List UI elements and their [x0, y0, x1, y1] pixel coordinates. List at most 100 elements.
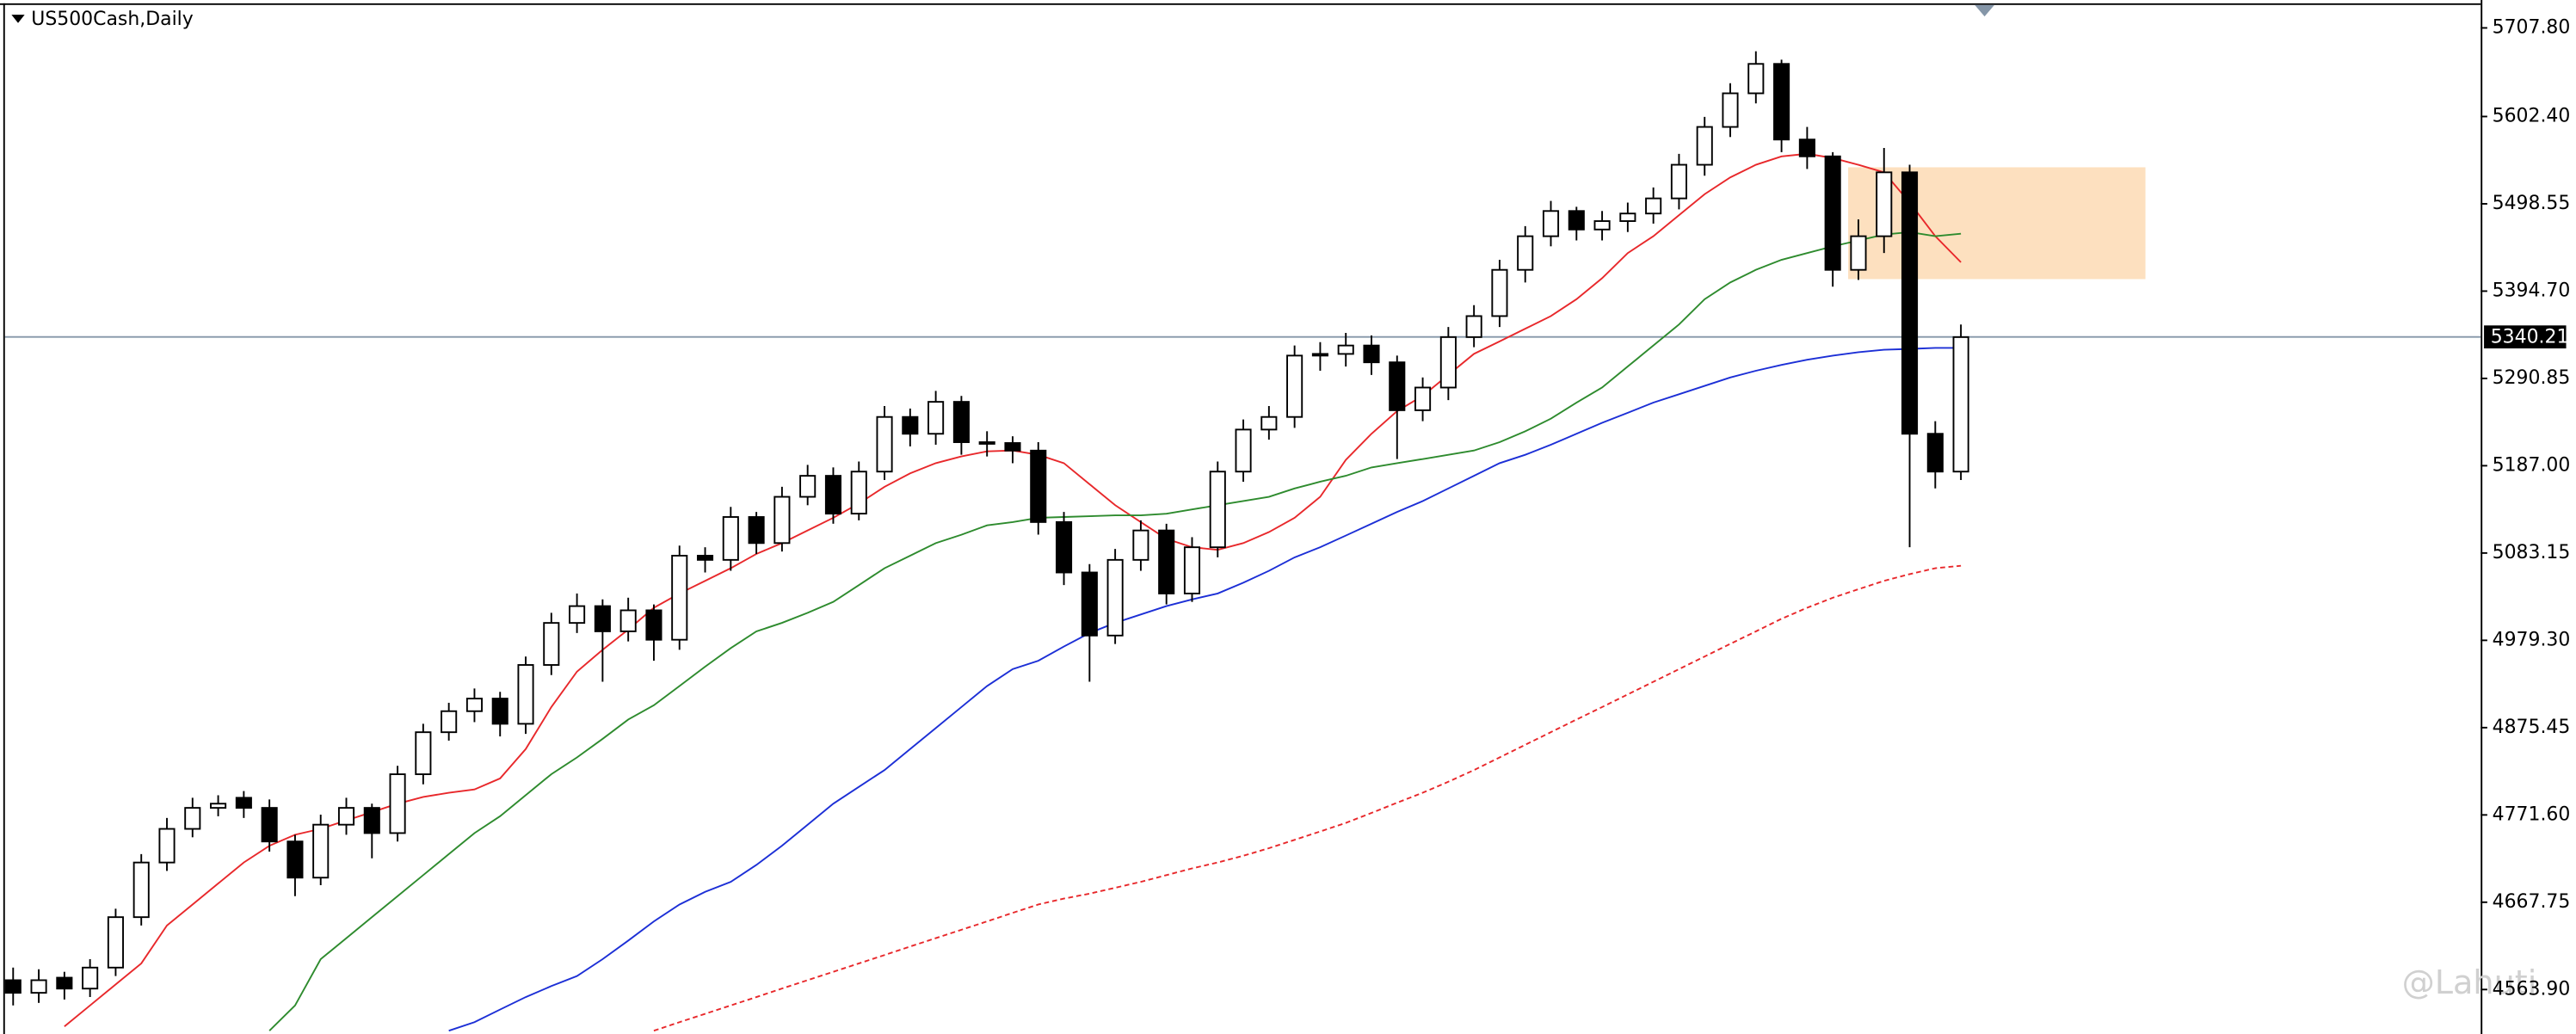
last-price-label: 5340.21: [2491, 327, 2569, 348]
candle-body: [1542, 210, 1560, 237]
candle-body: [1004, 442, 1021, 452]
candle-body: [952, 401, 970, 443]
candle-body: [799, 475, 817, 498]
candle-body: [1824, 155, 1841, 271]
candle-body: [415, 731, 432, 775]
candle-body: [1132, 529, 1149, 561]
candle-body: [1106, 558, 1124, 637]
plot-area: [4, 51, 2481, 1032]
y-tick-label: 5707.80: [2493, 16, 2571, 38]
candle-body: [441, 710, 458, 734]
candle-body: [1389, 361, 1406, 411]
candle-body: [1645, 197, 1662, 215]
candle-body: [671, 554, 688, 641]
y-tick-label: 4667.75: [2493, 891, 2571, 913]
candle-body: [1414, 386, 1432, 411]
supply-zone: [1848, 167, 2146, 280]
candle-body: [1158, 529, 1175, 594]
candle-body: [1619, 212, 1636, 222]
candle-body: [1670, 163, 1687, 200]
candle-body: [1056, 520, 1073, 574]
candle-body: [1183, 546, 1201, 594]
y-tick-label: 5083.15: [2493, 542, 2571, 563]
watermark: @Lahuti: [2402, 964, 2537, 1002]
candle-body: [1363, 344, 1380, 364]
candle-body: [1696, 126, 1713, 166]
candle-body: [1439, 335, 1457, 389]
candle-body: [1952, 335, 1969, 473]
shift-marker[interactable]: [1975, 4, 1995, 17]
title-arrow[interactable]: [11, 15, 25, 23]
y-tick-label: 5498.55: [2493, 193, 2571, 214]
candle-body: [82, 966, 99, 990]
y-tick-label: 5290.85: [2493, 367, 2571, 389]
candle-body: [1876, 171, 1893, 237]
moving-average: [268, 231, 1962, 1031]
candle-body: [722, 516, 739, 561]
candle-body: [1491, 268, 1508, 317]
candle-body: [850, 471, 867, 515]
candle-body: [465, 698, 483, 712]
candle-body: [1568, 210, 1585, 231]
candle-body: [107, 916, 124, 969]
candle-body: [1747, 63, 1765, 95]
candle-body: [517, 664, 534, 725]
candle-body: [619, 609, 637, 632]
candle-body: [1773, 63, 1790, 141]
candle-body: [594, 605, 611, 632]
moving-average: [653, 564, 1962, 1032]
candle-body: [1260, 415, 1278, 431]
candle-body: [876, 415, 893, 473]
candle-body: [1593, 220, 1611, 231]
candle-body: [696, 554, 714, 561]
candle-body: [927, 401, 945, 435]
y-tick-label: 5394.70: [2493, 280, 2571, 301]
candle-body: [748, 516, 765, 545]
candle-body: [4, 979, 22, 994]
candle-body: [337, 807, 355, 826]
candle-body: [210, 803, 227, 809]
candle-body: [1235, 428, 1252, 473]
y-tick-label: 4875.45: [2493, 717, 2571, 738]
candle-body: [184, 807, 201, 830]
candle-body: [1850, 235, 1867, 271]
chart-title: US500Cash,Daily: [31, 9, 194, 30]
candle-body: [543, 622, 560, 666]
candle-body: [978, 441, 995, 445]
candle-body: [1517, 235, 1534, 271]
candle-body: [363, 807, 380, 834]
candle-body: [30, 979, 47, 994]
candle-body: [1926, 433, 1944, 473]
candle-body: [645, 609, 662, 641]
candle-body: [1798, 138, 1815, 157]
candle-body: [132, 861, 150, 919]
y-tick-label: 4979.30: [2493, 629, 2571, 650]
y-tick-label: 4563.90: [2493, 978, 2571, 1000]
candle-body: [1901, 171, 1919, 435]
candle-body: [773, 495, 791, 545]
candle-body: [1209, 471, 1226, 549]
candle-body: [158, 828, 176, 864]
candle-body: [824, 475, 842, 515]
candle-body: [56, 976, 73, 990]
candle-body: [389, 773, 406, 834]
candle-body: [1311, 353, 1328, 357]
candle-body: [261, 807, 278, 843]
candle-body: [1030, 449, 1047, 523]
y-tick-label: 5602.40: [2493, 105, 2571, 126]
candle-body: [1722, 92, 1739, 128]
y-tick-label: 4771.60: [2493, 803, 2571, 825]
candle-body: [1337, 344, 1354, 355]
candle-body: [1081, 571, 1098, 637]
candle-body: [491, 698, 508, 725]
candle-body: [1286, 354, 1303, 418]
candle-body: [312, 823, 330, 879]
last-price-box: [2484, 325, 2567, 349]
moving-average: [448, 347, 1962, 1032]
candle-body: [287, 840, 304, 879]
candle-body: [569, 605, 586, 625]
y-tick-label: 5187.00: [2493, 454, 2571, 476]
candle-body: [235, 797, 252, 809]
